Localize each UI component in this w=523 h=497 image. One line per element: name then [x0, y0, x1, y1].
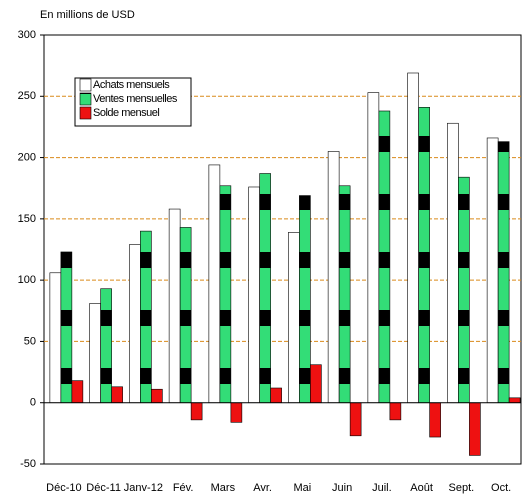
x-tick-label: Janv-12: [124, 482, 163, 494]
bar: [447, 122, 459, 404]
legend-label: Solde mensuel: [93, 107, 159, 119]
subtitle: En millions de USD: [40, 9, 135, 21]
bar: [111, 386, 123, 404]
legend-swatch: [79, 78, 92, 92]
bar: [89, 303, 101, 404]
bar: [270, 387, 282, 404]
bar: [60, 251, 73, 404]
y-tick-label: 100: [18, 274, 36, 286]
bar: [168, 208, 181, 404]
bar: [100, 288, 112, 404]
bar: [208, 164, 221, 404]
bar: [310, 364, 322, 404]
x-tick-label: Juin: [332, 482, 352, 494]
bar: [327, 151, 340, 404]
bar: [151, 388, 163, 404]
legend-swatch: [79, 106, 92, 120]
bar: [49, 272, 62, 404]
bar: [378, 110, 391, 404]
x-tick-label: Avr.: [253, 482, 272, 494]
legend-swatch: [79, 92, 92, 106]
bar: [367, 92, 380, 404]
x-tick-label: Déc-11: [86, 482, 121, 494]
bar: [418, 107, 430, 404]
y-tick-label: 0: [30, 397, 36, 409]
bar: [190, 402, 203, 421]
legend-label: Achats mensuels: [93, 79, 170, 91]
bar: [140, 230, 152, 404]
x-tick-label: Mars: [211, 482, 236, 494]
legend-box: [74, 77, 192, 127]
legend-label: Ventes mensuelles: [93, 93, 178, 105]
x-tick-label: Fév.: [173, 482, 194, 494]
bar: [389, 402, 402, 421]
bar: [259, 173, 271, 404]
bar: [429, 402, 441, 438]
x-tick-label: Sept.: [449, 482, 475, 494]
bar: [288, 232, 300, 404]
bar: [179, 227, 192, 404]
bar: [219, 185, 232, 404]
bar: [486, 137, 499, 404]
bar: [230, 402, 243, 423]
bar: [508, 397, 521, 404]
bar: [469, 402, 481, 456]
bar: [248, 186, 260, 404]
y-tick-label: -50: [20, 458, 36, 470]
y-tick-label: 250: [18, 90, 36, 102]
x-tick-label: Mai: [294, 482, 312, 494]
y-tick-label: 50: [24, 335, 36, 347]
bar: [71, 380, 84, 404]
x-tick-label: Oct.: [491, 482, 511, 494]
bar: [407, 72, 419, 404]
x-tick-label: Déc-10: [46, 482, 81, 494]
x-tick-label: Août: [410, 482, 433, 494]
bar: [299, 195, 311, 404]
y-tick-label: 300: [18, 29, 36, 41]
bar: [458, 176, 470, 404]
bar: [129, 244, 141, 404]
bar: [497, 141, 510, 404]
bar: [338, 185, 351, 404]
y-tick-label: 200: [18, 151, 36, 163]
x-tick-label: Juil.: [372, 482, 392, 494]
plot-frame: [43, 34, 522, 465]
bar: [349, 402, 362, 437]
y-tick-label: 150: [18, 213, 36, 225]
